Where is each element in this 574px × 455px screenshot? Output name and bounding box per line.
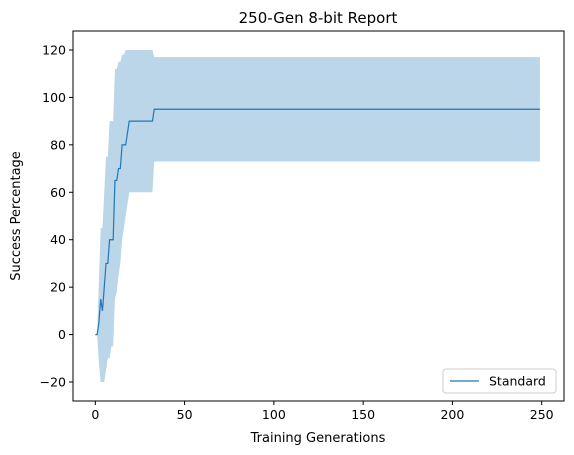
confidence-band-layer [95, 49, 540, 383]
y-tick-label: 40 [50, 232, 66, 247]
confidence-band-standard [95, 49, 540, 383]
x-tick-label: 250 [530, 407, 554, 422]
x-tick-label: 50 [177, 407, 193, 422]
y-tick-label: 100 [42, 90, 66, 105]
y-axis-ticks: −20 0 20 40 60 80 100 120 [40, 42, 73, 390]
x-tick-label: 150 [351, 407, 375, 422]
x-tick-label: 100 [262, 407, 286, 422]
x-tick-label: 0 [91, 407, 99, 422]
series-line-layer [95, 108, 540, 336]
x-axis-title: Training Generations [250, 431, 386, 446]
series-line-standard [95, 108, 540, 336]
y-tick-label: −20 [40, 375, 66, 390]
y-tick-label: 80 [50, 137, 66, 152]
legend: Standard [442, 368, 557, 394]
y-tick-label: 20 [50, 280, 66, 295]
x-axis-ticks: 0 50 100 150 200 250 [91, 401, 554, 422]
y-tick-label: 60 [50, 185, 66, 200]
legend-box [442, 368, 557, 394]
x-tick-label: 200 [440, 407, 464, 422]
chart-title: 250-Gen 8-bit Report [239, 9, 398, 27]
y-axis-title: Success Percentage [9, 151, 24, 281]
plot-frame [72, 30, 565, 402]
y-tick-label: 0 [58, 327, 66, 342]
legend-label-standard: Standard [489, 374, 546, 389]
y-tick-label: 120 [42, 42, 66, 57]
